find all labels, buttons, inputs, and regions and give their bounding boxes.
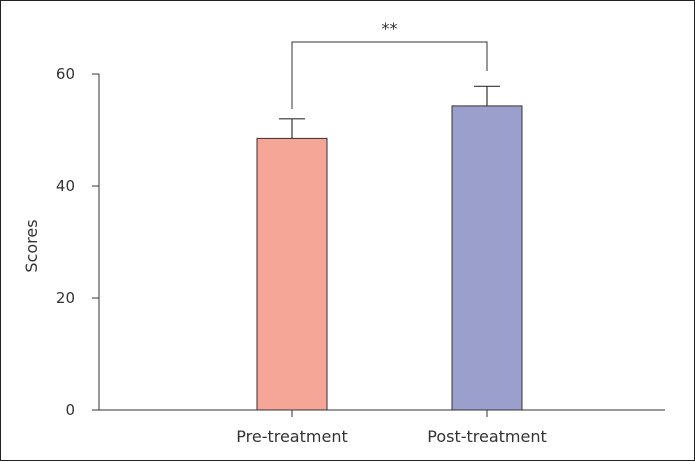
significance-line [291,41,488,109]
x-tick-label: Post-treatment [427,427,547,446]
y-tick-label: 0 [65,401,75,419]
bar-pre-treatment [256,137,328,411]
significance-bracket: ** [291,19,488,109]
y-tick-label: 20 [56,289,75,307]
y-tick-label: 40 [56,177,75,195]
y-tick-label: 60 [56,65,75,83]
labels: 0 20 40 60 Pre-treatment Post-treatment Scores [22,65,547,446]
bar-post-treatment [451,105,523,411]
axes [92,73,665,417]
bars [256,105,523,411]
error-bars [279,85,500,139]
x-tick-label: Pre-treatment [236,427,347,446]
y-axis-title: Scores [22,219,41,272]
significance-label: ** [382,19,398,38]
